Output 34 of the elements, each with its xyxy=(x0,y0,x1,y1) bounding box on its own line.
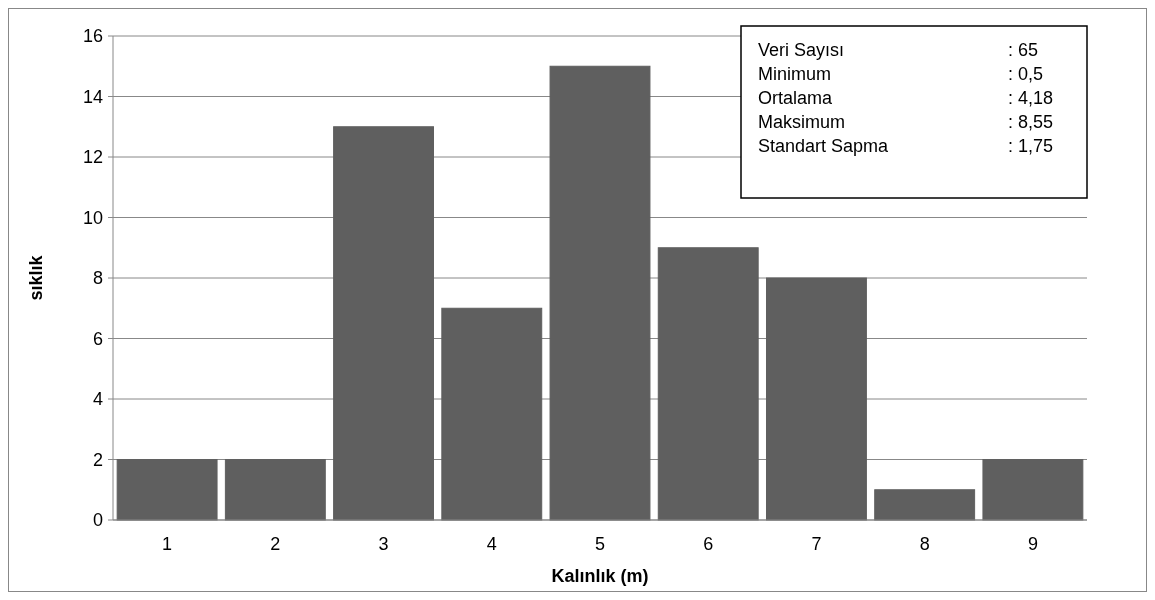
text: Minimum : 0,5 xyxy=(758,64,1044,84)
bar xyxy=(224,459,326,521)
y-tick-label: 8 xyxy=(92,268,103,289)
y-tick-label: 16 xyxy=(82,26,103,47)
x-tick-label: 8 xyxy=(919,534,930,554)
x-tick-label: 5 xyxy=(594,534,606,554)
bar xyxy=(982,459,1084,521)
x-tick-label: 2 xyxy=(270,534,281,554)
text: Veri Sayısı : 65 xyxy=(758,40,1039,60)
y-tick-label: 4 xyxy=(92,389,103,410)
y-tick-label: 12 xyxy=(82,147,103,168)
x-tick-label: 1 xyxy=(162,534,173,554)
x-tick-label: 9 xyxy=(1027,534,1038,554)
text: Standart Sapma : 1,75 xyxy=(758,136,1054,156)
bar xyxy=(874,489,976,521)
y-tick-label: 0 xyxy=(92,510,103,531)
x-tick-label: 7 xyxy=(811,534,822,554)
bar xyxy=(549,65,651,521)
x-tick-label: 3 xyxy=(378,534,389,554)
bar xyxy=(116,459,218,521)
text: Maksimum : 8,55 xyxy=(758,112,1054,132)
y-tick-label: 2 xyxy=(92,449,103,470)
y-tick-label: 6 xyxy=(92,328,103,349)
y-axis-title: sıklık xyxy=(26,254,46,301)
bar xyxy=(441,307,543,521)
bar xyxy=(333,126,434,521)
bar xyxy=(657,247,759,521)
x-axis-title: Kalınlık (m) xyxy=(551,566,649,586)
y-tick-label: 14 xyxy=(82,86,103,107)
x-tick-label: 4 xyxy=(486,534,497,554)
text: Ortalama : 4,18 xyxy=(758,88,1054,108)
bar xyxy=(766,277,867,521)
x-tick-label: 6 xyxy=(703,534,714,554)
y-tick-label: 10 xyxy=(82,207,103,228)
